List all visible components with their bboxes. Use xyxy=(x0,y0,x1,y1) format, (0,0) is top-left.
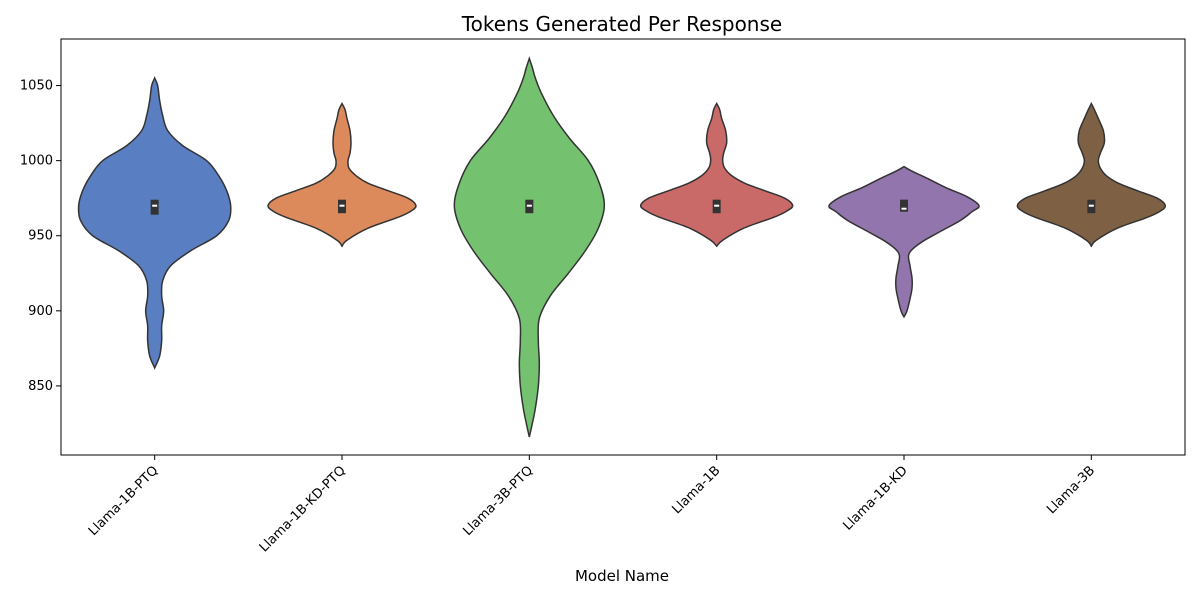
violin-median xyxy=(339,204,345,207)
violin-box xyxy=(150,199,159,215)
violin-box xyxy=(900,199,908,212)
violin-body xyxy=(639,101,794,248)
violins-layer xyxy=(77,56,1167,438)
x-tick-label: Llama-1B-KD xyxy=(840,463,910,533)
y-axis: 850 900 950 1000 1050 xyxy=(20,79,61,394)
plot-frame xyxy=(60,38,1186,456)
x-tick-label: Llama-3B-PTQ xyxy=(460,463,536,539)
violin-body xyxy=(453,56,606,438)
violin-llama-1b-ptq xyxy=(77,76,232,370)
y-tick-label: 1050 xyxy=(20,79,53,94)
y-tick-label: 900 xyxy=(28,304,53,319)
violin-llama-3b-ptq xyxy=(453,56,606,438)
violin-llama-3b xyxy=(1016,101,1167,248)
violin-llama-1b xyxy=(639,101,794,248)
x-tick-label: Llama-1B-PTQ xyxy=(86,463,162,539)
x-tick-label: Llama-1B xyxy=(670,463,724,517)
violin-body xyxy=(1016,101,1167,248)
x-tick-label: Llama-1B-KD-PTQ xyxy=(257,463,349,555)
violin-llama-1b-kd-ptq xyxy=(267,101,417,248)
violin-body xyxy=(267,101,417,248)
x-tick-label: Llama-3B xyxy=(1044,463,1098,517)
y-tick-label: 1000 xyxy=(20,154,53,169)
violin-median xyxy=(1088,204,1094,207)
x-axis-label: Model Name xyxy=(575,567,669,585)
chart-title: Tokens Generated Per Response xyxy=(461,12,782,36)
x-axis: Llama-1B-PTQ Llama-1B-KD-PTQ Llama-3B-PTQ L… xyxy=(86,455,1098,555)
violin-median xyxy=(526,204,532,207)
violin-body xyxy=(77,76,232,370)
violin-median xyxy=(714,204,720,207)
violin-median xyxy=(152,204,158,207)
y-tick-label: 950 xyxy=(28,229,53,244)
y-tick-label: 850 xyxy=(28,379,53,394)
violin-llama-1b-kd xyxy=(828,165,980,319)
violin-median xyxy=(901,207,907,210)
violin-body xyxy=(828,165,980,319)
